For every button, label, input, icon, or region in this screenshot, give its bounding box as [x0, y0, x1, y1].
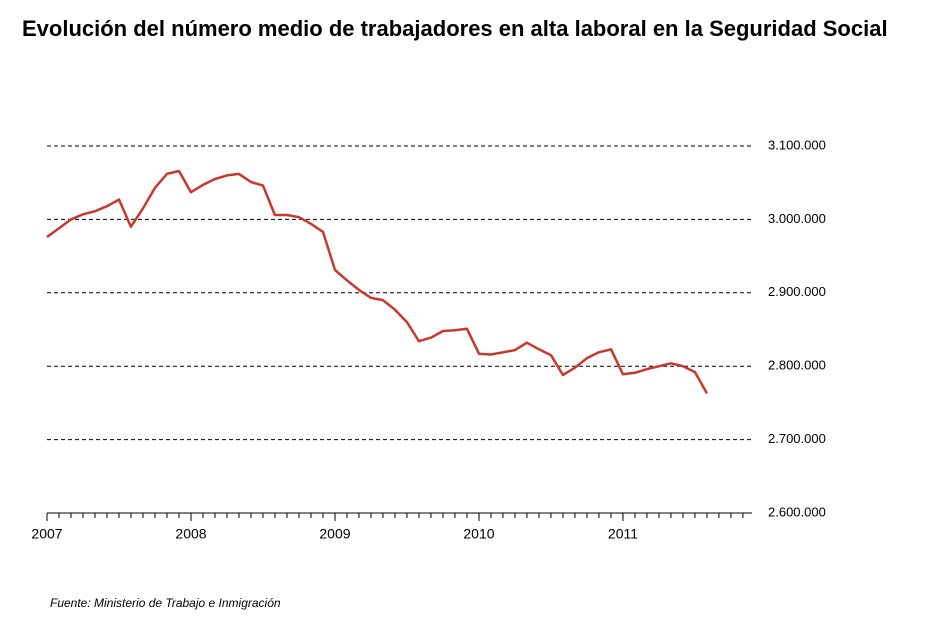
y-tick-label: 2.800.000 [768, 358, 826, 373]
x-tick-label: 2009 [319, 526, 350, 542]
chart-title: Evolución del número medio de trabajador… [22, 16, 888, 41]
y-tick-label: 2.700.000 [768, 431, 826, 446]
x-tick-label: 2007 [31, 526, 62, 542]
y-tick-label: 2.600.000 [768, 504, 826, 519]
x-tick-label: 2010 [463, 526, 494, 542]
y-tick-label: 3.000.000 [768, 211, 826, 226]
y-tick-label: 3.100.000 [768, 137, 826, 152]
x-tick-label: 2011 [608, 526, 638, 542]
data-line [46, 169, 708, 395]
x-tick-label: 2008 [175, 526, 206, 542]
y-tick-label: 2.900.000 [768, 284, 826, 299]
source-note: Fuente: Ministerio de Trabajo e Inmigrac… [50, 596, 281, 610]
